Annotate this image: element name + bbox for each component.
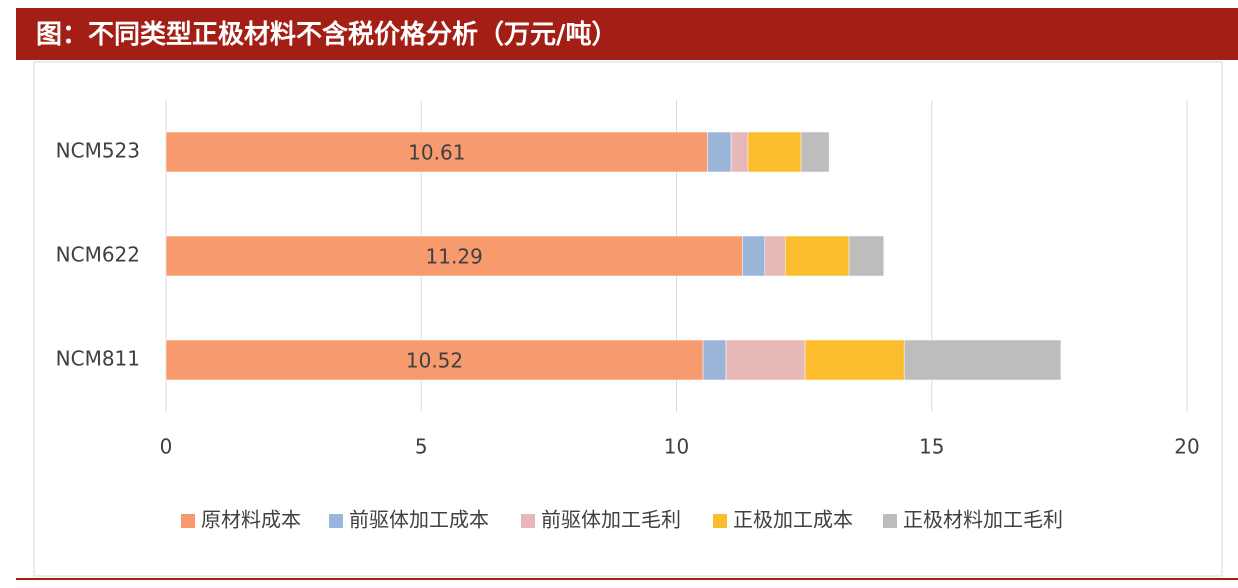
legend-swatch (883, 514, 897, 528)
legend-label: 正极加工成本 (733, 508, 853, 532)
x-tick-label: 10 (664, 435, 689, 459)
bar-segment (804, 339, 905, 381)
chart-title: 图：不同类型正极材料不含税价格分析（万元/吨） (36, 19, 618, 50)
bar-segment (800, 131, 830, 173)
bar-segment (742, 235, 766, 277)
y-tick-label: NCM622 (56, 243, 140, 267)
chart-frame (33, 61, 1223, 577)
x-tick-label: 0 (160, 435, 173, 459)
legend-swatch (713, 514, 727, 528)
bar-segment (764, 235, 786, 277)
title-band (16, 8, 1238, 60)
bar-segment (725, 339, 806, 381)
bar-segment (165, 339, 704, 381)
data-label: 10.61 (408, 141, 465, 165)
bar-segment (784, 235, 850, 277)
bar-segment (903, 339, 1062, 381)
data-label: 11.29 (426, 245, 483, 269)
x-tick-label: 15 (919, 435, 944, 459)
legend-swatch (181, 514, 195, 528)
legend-label: 原材料成本 (201, 508, 301, 532)
data-label: 10.52 (406, 349, 463, 373)
y-tick-label: NCM523 (56, 139, 140, 163)
x-tick-label: 5 (415, 435, 428, 459)
bar-segment (702, 339, 727, 381)
bar-segment (848, 235, 885, 277)
legend-swatch (329, 514, 343, 528)
bar-segment (707, 131, 732, 173)
bar-segment (165, 235, 743, 277)
x-tick-label: 20 (1174, 435, 1199, 459)
legend-label: 正极材料加工毛利 (903, 508, 1063, 532)
bar-segment (730, 131, 749, 173)
y-tick-label: NCM811 (56, 347, 140, 371)
legend-label: 前驱体加工毛利 (541, 508, 681, 532)
legend-swatch (521, 514, 535, 528)
legend-label: 前驱体加工成本 (349, 508, 489, 532)
bar-segment (747, 131, 802, 173)
